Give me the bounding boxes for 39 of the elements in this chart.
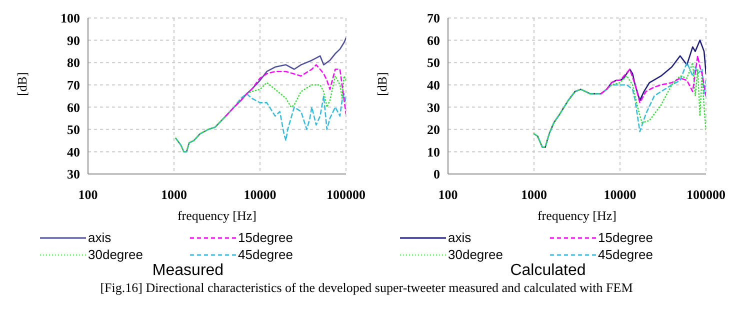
y-tick-label: 30 [67,166,80,182]
legend-label: axis [88,230,112,245]
x-tick-label: 100000 [686,187,726,202]
y-tick-label: 10 [427,144,440,160]
y-tick-label: 90 [67,32,80,48]
x-tick-label: 10000 [604,187,636,202]
x-tick-label: 10000 [244,187,276,202]
x-axis-title: frequency [Hz] [177,208,257,223]
legend-label: axis [448,230,472,245]
x-tick-label: 100 [438,187,458,202]
y-tick-label: 70 [427,10,440,26]
y-tick-label: 60 [427,32,440,48]
legend-label: 45degree [598,247,653,262]
text: [Fig.16] Directional characteristics of the developed super-tweeter measured and calculated with FEM [99,280,634,296]
legend-label: 15degree [598,230,653,245]
x-axis-title: frequency [Hz] [537,208,617,223]
x-tick-label: 100000 [326,187,366,202]
y-tick-label: 0 [434,166,440,182]
legend-label: 30degree [88,247,143,262]
text: Measured [152,262,224,280]
y-tick-label: 60 [67,100,80,115]
text: Calculated [510,262,586,280]
y-axis-title: [dB] [14,72,30,96]
y-tick-label: 30 [427,100,440,115]
y-tick-label: 70 [67,77,80,92]
y-tick-label: 20 [427,122,440,138]
legend-label: 30degree [448,247,503,262]
y-tick-label: 80 [67,55,80,70]
y-tick-label: 50 [427,55,440,70]
legend-label: 15degree [238,230,293,245]
y-tick-label: 50 [67,122,80,138]
y-tick-label: 40 [427,77,440,92]
x-tick-label: 1000 [161,187,187,202]
y-axis-title: [dB] [374,72,390,96]
x-tick-label: 1000 [521,187,547,202]
legend-label: 45degree [238,247,293,262]
y-tick-label: 40 [67,144,80,160]
y-tick-label: 100 [60,10,80,26]
x-tick-label: 100 [78,187,98,202]
